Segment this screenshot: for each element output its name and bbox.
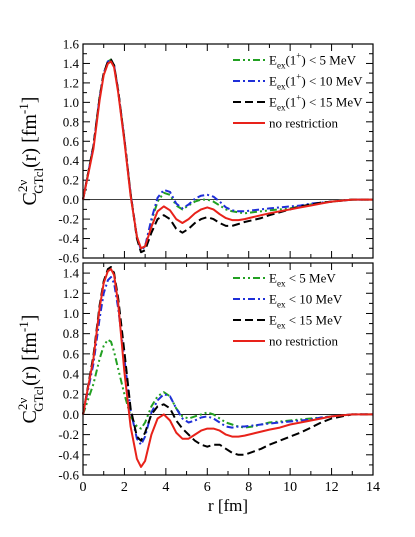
legend-label: no restriction xyxy=(269,116,338,131)
series-line-red xyxy=(82,268,373,468)
x-tick-label: 4 xyxy=(162,480,169,495)
series-line-red xyxy=(82,60,373,250)
y-tick-label: -0.2 xyxy=(58,427,79,442)
top-panel: -0.6 -0.4 -0.2 0.0 0.2 0.4 0.6 0.8 1.0 1.2 1.4 1.6 C… xyxy=(15,37,374,266)
series-line-green xyxy=(82,58,373,252)
x-tick-label: 0 xyxy=(80,480,87,495)
y-tick-label: 0.6 xyxy=(63,346,80,361)
y-tick-label: 1.2 xyxy=(63,286,79,301)
y-tick-label: -0.6 xyxy=(58,468,79,483)
y-tick-label: 1.0 xyxy=(63,95,79,110)
y-tick-label: 0.0 xyxy=(63,192,79,207)
x-tick-label: 12 xyxy=(325,480,339,495)
y-tick-label: 0.4 xyxy=(63,153,80,168)
legend-label: Eex(1+) < 10 MeV xyxy=(269,72,363,92)
x-tick-label: 14 xyxy=(366,480,380,495)
y-tick-label: 0.8 xyxy=(63,326,79,341)
x-tick-label: 2 xyxy=(121,480,128,495)
legend-label: Eex(1+) < 15 MeV xyxy=(269,93,363,113)
legend-label: Eex(1+) < 5 MeV xyxy=(269,51,357,71)
y-tick-label: 1.6 xyxy=(63,37,80,52)
y-tick-label: 0.2 xyxy=(63,173,79,188)
y-tick-label: 0.0 xyxy=(63,407,79,422)
x-tick-label: 8 xyxy=(245,480,252,495)
y-tick-label: 1.0 xyxy=(63,306,79,321)
x-tick-label: 6 xyxy=(204,480,211,495)
series-line-black xyxy=(82,266,373,456)
y-tick-label: 1.2 xyxy=(63,75,79,90)
legend-label: no restriction xyxy=(269,334,338,349)
legend-label: Eex < 10 MeV xyxy=(269,292,343,310)
bottom-panel: 0 2 4 6 8 10 12 14 r [fm] -0.6 -0.4 -0.2 0.0 0.2 0.4 0.… xyxy=(15,262,380,515)
x-tick-label: 10 xyxy=(283,480,297,495)
y-tick-label: -0.6 xyxy=(58,251,79,266)
y-tick-label: 0.4 xyxy=(63,367,80,382)
y-tick-label: -0.2 xyxy=(58,212,79,227)
y-tick-label: -0.4 xyxy=(58,447,79,462)
y-axis-label: C2νGTcl(r) [fm-1] xyxy=(15,97,46,206)
y-tick-label: 0.2 xyxy=(63,387,79,402)
x-axis-label: r [fm] xyxy=(208,496,248,515)
plot-frame xyxy=(82,262,374,476)
y-tick-label: -0.4 xyxy=(58,231,79,246)
legend-label: Eex < 15 MeV xyxy=(269,313,343,331)
y-tick-label: 0.8 xyxy=(63,114,79,129)
plot-frame xyxy=(82,43,374,259)
y-tick-label: 1.4 xyxy=(63,266,80,281)
legend-label: Eex < 5 MeV xyxy=(269,271,336,289)
y-axis-label: C2νGTcl(r) [fm-1] xyxy=(15,315,46,424)
y-tick-label: 1.4 xyxy=(63,56,80,71)
y-tick-label: 0.6 xyxy=(63,134,80,149)
